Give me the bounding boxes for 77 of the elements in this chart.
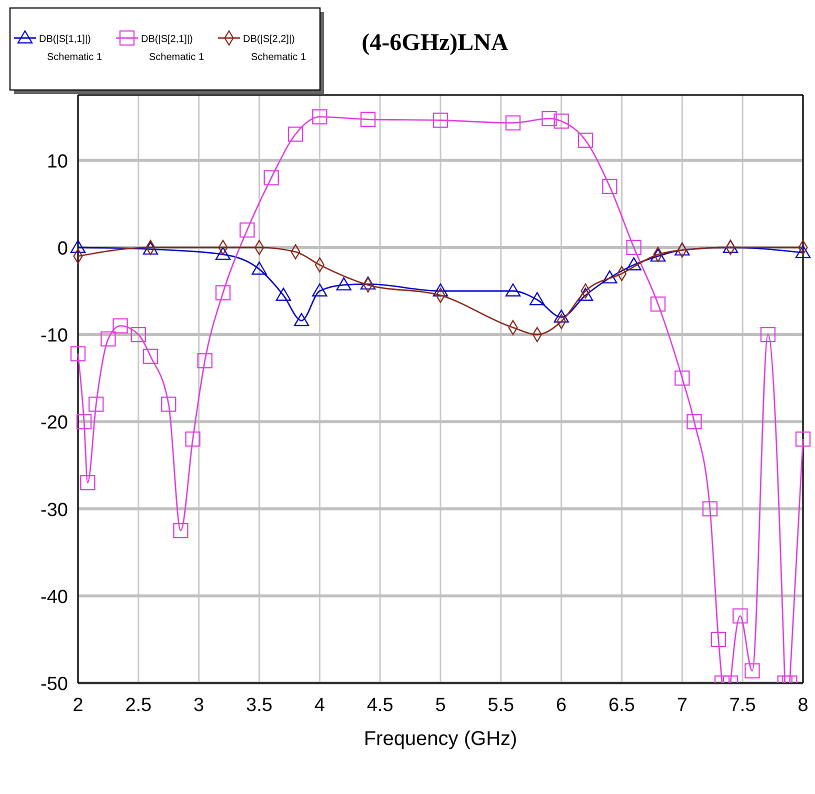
point — [795, 431, 811, 447]
point — [626, 240, 642, 256]
point — [674, 370, 690, 386]
point — [276, 288, 292, 301]
point — [161, 396, 176, 412]
point — [264, 170, 279, 186]
point — [80, 475, 96, 490]
point — [626, 257, 642, 270]
point — [70, 346, 86, 362]
point — [578, 288, 594, 301]
x-tick-label: 2 — [72, 695, 84, 716]
point — [760, 326, 776, 342]
x-axis-title: Frequency (GHz) — [364, 728, 518, 750]
point — [360, 276, 376, 290]
point — [602, 178, 618, 194]
point — [215, 285, 231, 300]
point — [215, 246, 231, 260]
point — [554, 114, 569, 129]
point — [505, 283, 521, 296]
x-tick-label: 8 — [798, 695, 808, 716]
x-tick-label: 6.5 — [608, 695, 635, 716]
x-tick-label: 7 — [676, 695, 688, 716]
legend-label: DB(|S[2,1]|) Schematic 1 — [141, 34, 204, 63]
y-tick-label: -20 — [40, 412, 68, 434]
x-tick-label: 4 — [314, 695, 326, 716]
y-tick-label: -30 — [40, 500, 68, 521]
y-tick-label: -10 — [40, 326, 68, 347]
legend-label: DB(|S[1,1]|) Schematic 1 — [39, 34, 102, 63]
y-tick-label: -50 — [40, 674, 68, 695]
point — [288, 126, 304, 142]
point — [505, 115, 521, 130]
y-tick-label: 10 — [46, 151, 68, 172]
point — [294, 313, 310, 326]
x-tick-label: 5 — [435, 695, 446, 716]
x-tick-label: 4.5 — [366, 695, 394, 716]
x-tick-label: 2.5 — [125, 695, 152, 716]
point — [432, 283, 448, 296]
point — [702, 501, 718, 516]
point — [240, 222, 255, 238]
point — [100, 331, 116, 347]
x-tick-label: 5.5 — [488, 695, 514, 716]
y-tick-label: -40 — [40, 586, 68, 608]
point — [88, 396, 104, 412]
x-tick-label: 3 — [194, 695, 204, 716]
point — [710, 632, 726, 648]
point — [312, 109, 328, 124]
point — [142, 348, 158, 364]
point — [76, 414, 92, 430]
point — [650, 296, 666, 312]
point — [732, 608, 748, 624]
point — [252, 262, 267, 275]
point — [142, 242, 158, 255]
point — [530, 292, 545, 306]
point — [197, 353, 212, 368]
point — [602, 270, 618, 284]
point — [360, 112, 376, 127]
point — [554, 310, 569, 323]
point — [744, 663, 760, 678]
x-tick-label: 3.5 — [246, 695, 272, 716]
x-tick-label: 7.5 — [729, 695, 756, 716]
chart-title: (4-6GHz)LNA — [362, 30, 509, 56]
point — [432, 112, 448, 128]
point — [578, 132, 594, 148]
point — [185, 431, 200, 447]
point — [173, 522, 188, 538]
point — [312, 283, 328, 296]
point — [130, 326, 146, 342]
point — [542, 110, 557, 126]
point — [336, 277, 352, 290]
y-tick-label: 0 — [57, 238, 68, 260]
point — [112, 318, 128, 334]
point — [650, 248, 666, 262]
legend-label: DB(|S[2,2]|) Schematic 1 — [243, 34, 306, 63]
point — [70, 240, 86, 253]
x-tick-label: 6 — [556, 695, 567, 716]
point — [795, 245, 811, 258]
point — [686, 414, 702, 430]
